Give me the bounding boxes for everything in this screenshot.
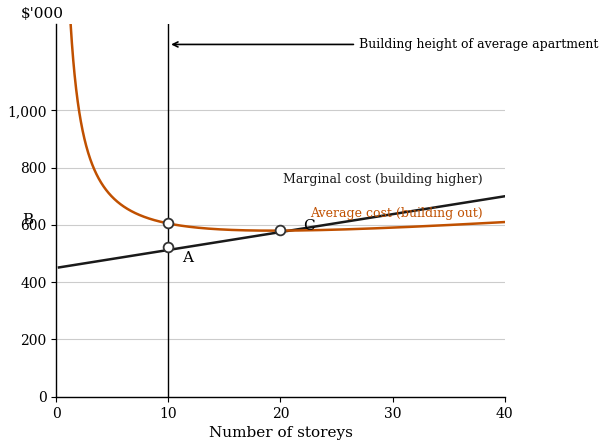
Text: $'000: $'000	[20, 7, 63, 21]
Text: A: A	[182, 251, 193, 265]
Text: Marginal cost (building higher): Marginal cost (building higher)	[283, 173, 482, 186]
Text: Building height of average apartment: Building height of average apartment	[173, 38, 598, 51]
Text: C: C	[303, 219, 314, 233]
Text: B: B	[23, 213, 34, 227]
Text: Average cost (building out): Average cost (building out)	[310, 207, 482, 220]
X-axis label: Number of storeys: Number of storeys	[209, 426, 352, 440]
